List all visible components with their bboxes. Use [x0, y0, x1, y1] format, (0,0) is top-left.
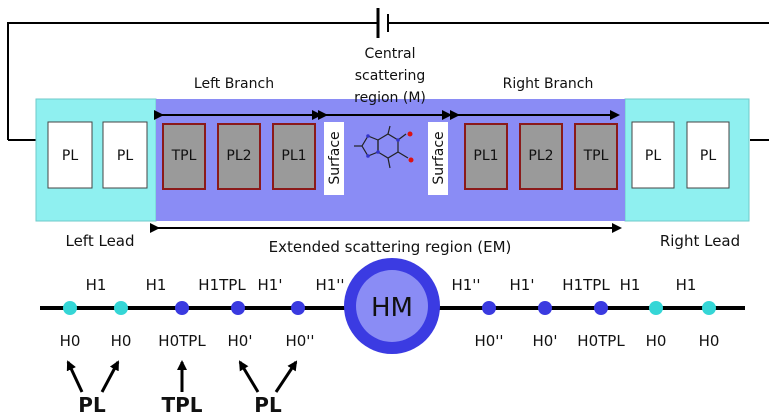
pl-arrow-right-2	[274, 360, 298, 393]
h-top-label: H1TPL	[562, 276, 610, 294]
h-bottom-label: H0TPL	[577, 332, 625, 350]
h-bottom-label: H0'	[533, 332, 558, 350]
hm-label: HM	[371, 293, 413, 323]
chain-node-tpl-right	[594, 301, 608, 315]
svg-text:PL: PL	[62, 148, 78, 164]
pl-arrow-left-2	[100, 360, 120, 393]
h-bottom-label: H0	[111, 332, 132, 350]
svg-text:PL1: PL1	[281, 148, 306, 164]
left-lead-label: Left Lead	[65, 232, 134, 250]
central-label-line-1: Central	[365, 46, 416, 62]
pl-arrow-left-1	[66, 360, 84, 393]
left-pl1-box: PL1	[272, 123, 316, 190]
svg-text:Surface: Surface	[327, 131, 343, 184]
central-hm-node: HM	[344, 258, 440, 354]
right-lead-label: Right Lead	[660, 232, 740, 250]
left-branch-label: Left Branch	[194, 76, 274, 92]
left-lead-pl-box-1: PL	[47, 121, 93, 189]
chain-node-pl2-left	[231, 301, 245, 315]
right-lead-pl-box-1: PL	[631, 121, 675, 189]
circuit-wire	[7, 22, 769, 141]
h-top-label: H1	[146, 276, 167, 294]
svg-text:PL: PL	[645, 148, 661, 164]
h-top-label: H1TPL	[198, 276, 246, 294]
left-pl2-box: PL2	[217, 123, 261, 190]
h-top-label: H1''	[451, 276, 480, 294]
left-lead-pl-box-2: PL	[102, 121, 148, 189]
group-label-tpl: TPL	[161, 393, 202, 416]
central-label-line-3: region (M)	[354, 90, 426, 106]
h-bottom-label: H0	[699, 332, 720, 350]
right-branch-label: Right Branch	[503, 76, 594, 92]
svg-text:TPL: TPL	[583, 148, 609, 164]
left-surface-box: Surface	[324, 122, 344, 195]
h-top-label: H1	[676, 276, 697, 294]
h-top-label: H1'	[258, 276, 283, 294]
h-bottom-label: H0TPL	[158, 332, 206, 350]
right-tpl-box: TPL	[574, 123, 618, 190]
h-top-label: H1	[86, 276, 107, 294]
chain-node-pl-1	[63, 301, 77, 315]
chain-node-pl1-right	[482, 301, 496, 315]
h-bottom-label: H0''	[285, 332, 314, 350]
svg-text:PL: PL	[117, 148, 133, 164]
chain-node-pl2-right	[538, 301, 552, 315]
chain-node-tpl-left	[175, 301, 189, 315]
h-bottom-label: H0	[60, 332, 81, 350]
molecule-icon	[354, 125, 414, 169]
svg-text:PL1: PL1	[473, 148, 498, 164]
h-top-label: H1'	[510, 276, 535, 294]
h-top-label: H1	[620, 276, 641, 294]
left-tpl-box: TPL	[162, 123, 206, 190]
right-pl1-box: PL1	[464, 123, 508, 190]
right-surface-box: Surface	[428, 122, 448, 195]
group-label-pl-right: PL	[254, 393, 282, 416]
svg-text:PL: PL	[700, 148, 716, 164]
chain-node-pl-3	[649, 301, 663, 315]
h-bottom-label: H0'	[228, 332, 253, 350]
chain-node-pl-4	[702, 301, 716, 315]
svg-text:PL2: PL2	[226, 148, 251, 164]
chain-node-pl-2	[114, 301, 128, 315]
svg-text:Surface: Surface	[431, 131, 447, 184]
right-pl2-box: PL2	[519, 123, 563, 190]
h-bottom-label: H0	[646, 332, 667, 350]
right-lead-pl-box-2: PL	[686, 121, 730, 189]
chain-node-pl1-left	[291, 301, 305, 315]
extended-region-label: Extended scattering region (EM)	[269, 238, 512, 256]
battery-icon	[376, 8, 389, 38]
central-label-line-2: scattering	[355, 68, 426, 84]
svg-text:PL2: PL2	[528, 148, 553, 164]
group-label-pl-left: PL	[78, 393, 106, 416]
h-bottom-label: H0''	[474, 332, 503, 350]
h-top-label: H1''	[315, 276, 344, 294]
svg-text:TPL: TPL	[171, 148, 197, 164]
pl-arrow-right-1	[238, 360, 260, 393]
